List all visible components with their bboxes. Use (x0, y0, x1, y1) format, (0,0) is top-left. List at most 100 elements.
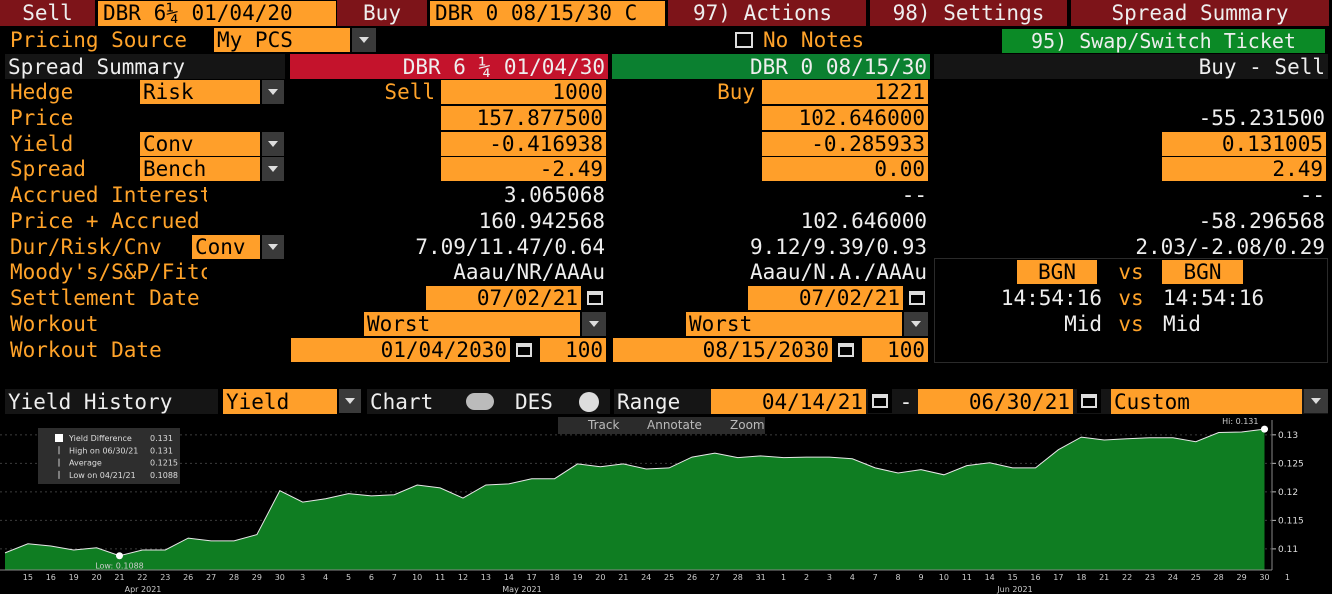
chart-tool[interactable]: Annotate (647, 418, 702, 432)
pricing-source[interactable]: My PCS (217, 28, 293, 52)
sell-security[interactable]: DBR 6¼ 01/04/20 (103, 1, 293, 25)
history-field-value[interactable]: Yield (226, 390, 290, 414)
diff-value[interactable]: 2.49 (1272, 157, 1323, 181)
row-label: Settlement Date (10, 286, 200, 310)
dropdown-arrow[interactable] (262, 235, 284, 259)
leg1-value[interactable]: 157.877500 (476, 106, 603, 130)
notes-label[interactable]: No Notes (763, 28, 865, 52)
source-field[interactable] (1017, 260, 1097, 284)
period[interactable]: Custom (1114, 390, 1190, 414)
option-field[interactable] (192, 235, 260, 259)
option-field[interactable] (140, 80, 260, 104)
leg1-field[interactable] (441, 80, 606, 104)
x-tick-label: 15 (1008, 573, 1018, 582)
x-tick-label: 28 (733, 573, 743, 582)
leg1-value: 160.942568 (478, 209, 605, 233)
diff-field[interactable] (1162, 132, 1326, 156)
period-field[interactable] (1111, 389, 1302, 414)
spread-summary-label[interactable]: Spread Summary (1111, 1, 1289, 25)
diff-field[interactable] (1162, 157, 1326, 181)
history-field[interactable] (223, 389, 337, 414)
leg2-value[interactable]: 07/02/21 (798, 286, 900, 310)
dropdown-arrow[interactable] (262, 80, 284, 104)
option-value[interactable]: Conv (195, 235, 246, 259)
leg1-field[interactable] (441, 106, 606, 130)
leg1-value[interactable]: -2.49 (539, 157, 603, 181)
leg1-field[interactable] (426, 286, 581, 310)
y-tick-label: 0.115 (1278, 516, 1304, 526)
sell-button[interactable] (0, 0, 95, 26)
leg2-price-field[interactable] (862, 338, 928, 362)
source-field[interactable] (1162, 260, 1243, 284)
leg2-field[interactable] (686, 312, 902, 336)
leg1-value[interactable]: 07/02/21 (476, 286, 578, 310)
leg1-field[interactable] (364, 312, 580, 336)
leg2-value[interactable]: 1221 (874, 80, 925, 104)
leg2-field[interactable] (748, 286, 903, 310)
option-field[interactable] (140, 157, 260, 181)
leg1-value[interactable]: -0.416938 (489, 132, 603, 156)
leg1-price-field[interactable] (540, 338, 606, 362)
chart-icon[interactable] (466, 393, 494, 410)
leg2-field[interactable] (762, 106, 928, 130)
leg1-price[interactable]: 100 (565, 338, 603, 362)
dropdown-arrow[interactable] (339, 389, 361, 413)
option-value[interactable]: Bench (143, 157, 207, 181)
chart-label[interactable]: Chart (370, 390, 434, 414)
leg2-value[interactable]: -0.285933 (811, 132, 925, 156)
dropdown-arrow[interactable] (1304, 389, 1328, 413)
leg1-value[interactable]: 01/04/2030 (380, 338, 507, 362)
dropdown-arrow[interactable] (262, 132, 284, 156)
leg1-value[interactable]: Worst (367, 312, 431, 336)
actions-label[interactable]: 97) Actions (693, 1, 833, 25)
settings-label[interactable]: 98) Settings (892, 1, 1045, 25)
leg1-field[interactable] (291, 338, 510, 362)
leg2-value[interactable]: 102.646000 (798, 106, 925, 130)
dropdown-arrow[interactable] (904, 312, 928, 336)
leg2-field[interactable] (762, 80, 928, 104)
dropdown-arrow[interactable] (262, 157, 284, 181)
end-date[interactable]: 06/30/21 (968, 390, 1070, 414)
swap-ticket-label[interactable]: 95) Swap/Switch Ticket (1031, 29, 1296, 53)
arrow-icon (589, 321, 599, 327)
leg2-value[interactable]: 08/15/2030 (702, 338, 829, 362)
y-tick-label: 0.125 (1278, 459, 1304, 469)
chart-tool[interactable]: Track (587, 418, 619, 432)
buy-security-field[interactable] (430, 1, 665, 26)
diff-value[interactable]: 0.131005 (1221, 132, 1323, 156)
leg2-field[interactable] (762, 132, 928, 156)
info-icon[interactable] (579, 392, 599, 412)
buy-security[interactable]: DBR 0 08/15/30 C (435, 1, 638, 25)
settings-button[interactable] (870, 0, 1067, 26)
dropdown-arrow[interactable] (352, 28, 376, 52)
sell-label[interactable]: Sell (22, 1, 73, 25)
dropdown-arrow[interactable] (582, 312, 606, 336)
yield-chart: 0.11 0.115 0.12 0.125 0.13 Hi: 0.131 Low: 0.10… (0, 417, 1304, 594)
leg2-value[interactable]: 0.00 (874, 157, 925, 181)
option-field[interactable] (140, 132, 260, 156)
leg2-price[interactable]: 100 (887, 338, 925, 362)
option-value[interactable]: Conv (143, 132, 194, 156)
diff-left[interactable]: BGN (1038, 260, 1076, 284)
leg1-field[interactable] (441, 132, 606, 156)
pricing-source-field[interactable] (214, 28, 350, 52)
buy-button[interactable] (337, 0, 427, 26)
des-label[interactable]: DES (515, 390, 553, 414)
leg1-value[interactable]: 1000 (552, 80, 603, 104)
diff-left: Mid (1064, 312, 1102, 336)
chart-tool[interactable]: Zoom (730, 418, 765, 432)
option-value[interactable]: Risk (143, 80, 194, 104)
sell-security-field[interactable] (98, 1, 336, 26)
start-date-field[interactable] (711, 389, 866, 414)
actions-button[interactable] (668, 0, 866, 26)
spread-summary-button[interactable] (1071, 0, 1329, 26)
leg1-field[interactable] (441, 157, 606, 181)
buy-label[interactable]: Buy (363, 1, 401, 25)
leg2-value[interactable]: Worst (689, 312, 753, 336)
swap-ticket-button[interactable] (1002, 29, 1325, 53)
diff-right[interactable]: BGN (1183, 260, 1222, 284)
start-date[interactable]: 04/14/21 (761, 390, 863, 414)
leg2-field[interactable] (613, 338, 832, 362)
leg2-field[interactable] (762, 157, 928, 181)
end-date-field[interactable] (918, 389, 1073, 414)
